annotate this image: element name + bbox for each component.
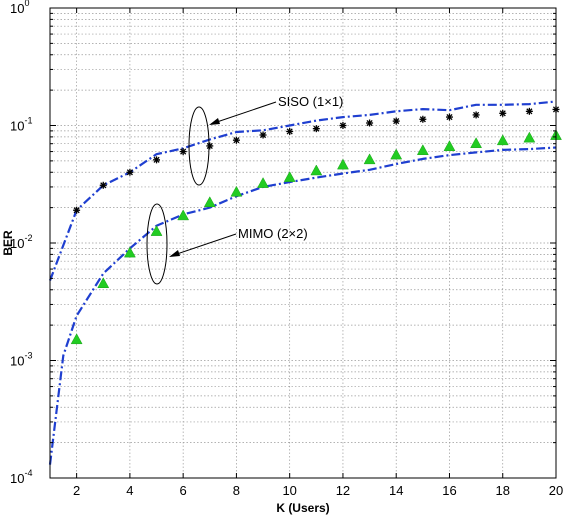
star-stroke [206, 142, 213, 149]
triangle-marker [150, 225, 163, 236]
triangle-marker [443, 140, 456, 151]
series-0-line [48, 100, 557, 281]
x-tick-label: 16 [442, 483, 456, 498]
star-stroke [313, 125, 320, 132]
mimo-ellipse [146, 203, 168, 285]
star-marker [339, 122, 347, 129]
x-tick-label: 12 [336, 483, 350, 498]
star-stroke [446, 113, 453, 121]
triangle-marker [177, 209, 190, 221]
star-marker [392, 117, 400, 125]
star-marker [73, 206, 81, 214]
grid-lines [50, 8, 556, 478]
x-tick-label: 2 [73, 483, 80, 498]
star-marker [499, 109, 507, 117]
mimo-annotation: MIMO (2×2) [238, 226, 308, 241]
x-axis-label: K (Users) [276, 501, 329, 515]
star-stroke [286, 128, 293, 135]
star-stroke [126, 169, 133, 176]
x-tick-label: 4 [126, 483, 133, 498]
y-tick-label: 10-3 [10, 351, 32, 369]
star-stroke [100, 182, 107, 189]
triangle-marker [523, 131, 536, 143]
star-marker [366, 119, 374, 127]
annotation-layer: SISO (1×1) MIMO (2×2) [146, 94, 343, 285]
triangle-marker [203, 196, 216, 208]
y-tick-label: 10-4 [10, 468, 32, 486]
star-marker [179, 148, 187, 156]
mimo-arrow [170, 233, 237, 257]
star-stroke [526, 108, 533, 115]
star-stroke [233, 137, 240, 144]
triangle-marker [123, 246, 136, 258]
x-tick-label: 14 [389, 483, 403, 498]
star-marker [419, 115, 427, 123]
star-marker [472, 111, 480, 119]
x-tick-label: 10 [282, 483, 296, 498]
y-tick-labels: 10-4 10-3 10-2 10-1 100 [10, 0, 32, 486]
triangle-marker [283, 171, 296, 182]
star-marker [445, 113, 453, 121]
x-tick-label: 8 [233, 483, 240, 498]
star-marker [153, 156, 161, 164]
triangle-marker [363, 153, 376, 165]
y-tick-label: 10-1 [10, 116, 32, 134]
triangle-marker [257, 177, 269, 188]
star-stroke [393, 118, 400, 125]
triangle-marker [496, 134, 509, 146]
triangle-marker [97, 277, 110, 288]
star-stroke [419, 116, 426, 123]
siso-annotation: SISO (1×1) [278, 94, 343, 109]
star-marker [126, 168, 134, 176]
star-marker [232, 136, 240, 144]
star-stroke [259, 131, 267, 139]
x-tick-label: 18 [496, 483, 510, 498]
triangle-marker [390, 148, 403, 160]
triangle-marker [230, 185, 243, 197]
siso-arrow [210, 101, 277, 125]
x-tick-label: 20 [549, 483, 563, 498]
star-marker [206, 142, 214, 150]
y-tick-label: 10-2 [10, 233, 32, 251]
star-stroke [153, 156, 160, 163]
y-axis-label: BER [1, 230, 15, 256]
star-stroke [180, 148, 187, 155]
triangle-marker [470, 137, 483, 148]
star-stroke [499, 110, 506, 117]
mimo-arrowhead [169, 250, 180, 257]
series-2-line [48, 146, 557, 465]
star-stroke [339, 122, 347, 129]
star-marker [286, 127, 294, 135]
star-stroke [73, 207, 80, 214]
star-stroke [366, 119, 373, 127]
y-tick-label: 100 [10, 0, 29, 16]
triangle-marker [337, 158, 349, 170]
triangle-marker [416, 144, 429, 155]
siso-arrowhead [209, 118, 220, 125]
series-layer [48, 100, 562, 465]
siso-ellipse [188, 106, 210, 186]
x-tick-labels: 2 4 6 8 10 12 14 16 18 20 [73, 483, 563, 498]
triangle-marker [310, 164, 323, 176]
triangle-marker [70, 333, 83, 345]
star-stroke [473, 111, 480, 118]
star-marker [312, 125, 320, 133]
star-marker [259, 131, 267, 139]
axis-ticks [50, 7, 557, 479]
star-marker [525, 107, 533, 115]
star-marker [99, 181, 107, 189]
x-tick-label: 6 [180, 483, 187, 498]
